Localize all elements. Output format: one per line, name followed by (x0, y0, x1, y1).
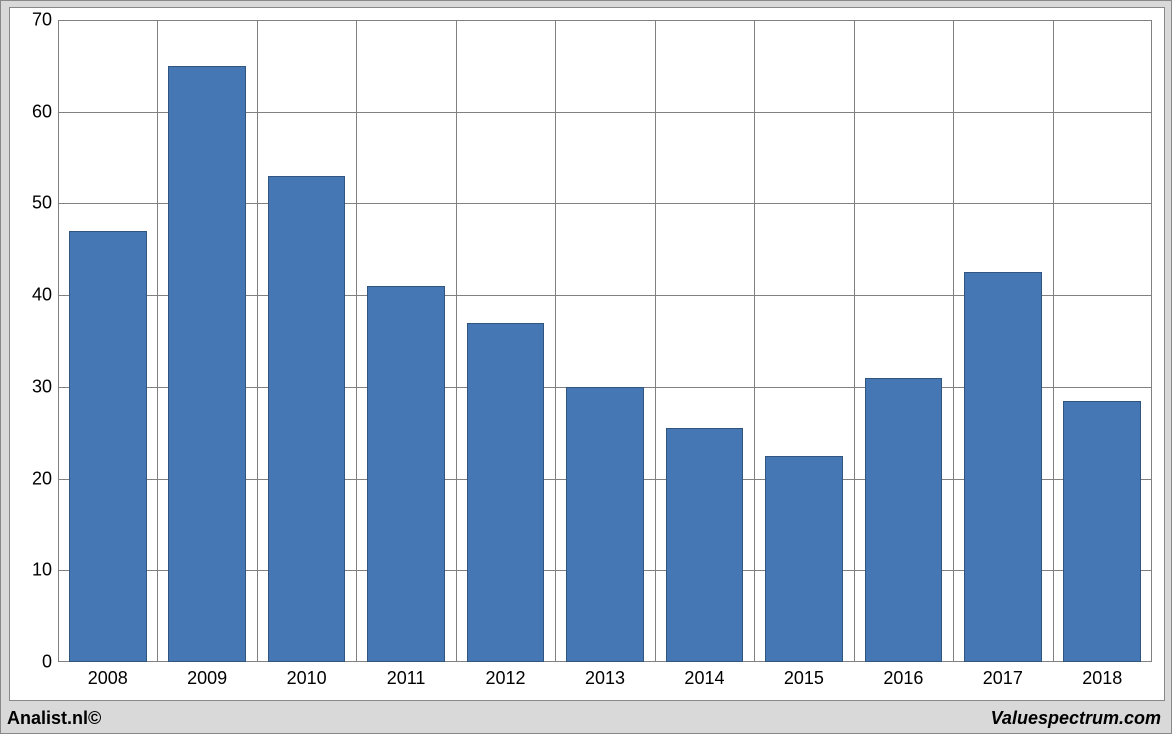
bar (865, 378, 943, 662)
ytick-label: 20 (32, 468, 52, 489)
footer-right: Valuespectrum.com (991, 708, 1161, 729)
xtick-label: 2012 (486, 668, 526, 689)
ytick-label: 30 (32, 376, 52, 397)
ytick-label: 50 (32, 193, 52, 214)
gridline-v (356, 20, 357, 662)
xtick-label: 2018 (1082, 668, 1122, 689)
xtick-label: 2013 (585, 668, 625, 689)
bar (69, 231, 147, 662)
gridline-v (854, 20, 855, 662)
gridline-v (157, 20, 158, 662)
ytick-label: 60 (32, 101, 52, 122)
bar (566, 387, 644, 662)
gridline-v (655, 20, 656, 662)
gridline-v (754, 20, 755, 662)
bar (367, 286, 445, 662)
footer-left: Analist.nl© (7, 708, 101, 729)
bar (666, 428, 744, 662)
chart-box: 0 10 20 30 40 50 60 70 2008 2009 2010 2011 2012 2013 2… (9, 7, 1165, 701)
gridline-v (257, 20, 258, 662)
gridline-v (1053, 20, 1054, 662)
xtick-label: 2016 (883, 668, 923, 689)
xtick-label: 2017 (983, 668, 1023, 689)
xtick-label: 2011 (387, 668, 426, 689)
xtick-label: 2014 (684, 668, 724, 689)
ytick-label: 0 (42, 652, 52, 673)
xtick-label: 2015 (784, 668, 824, 689)
chart-container: 0 10 20 30 40 50 60 70 2008 2009 2010 2011 2012 2013 2… (0, 0, 1172, 734)
bar (467, 323, 545, 662)
bar (765, 456, 843, 662)
bar (964, 272, 1042, 662)
xtick-label: 2010 (287, 668, 327, 689)
ytick-label: 70 (32, 10, 52, 31)
xtick-label: 2009 (187, 668, 227, 689)
ytick-label: 40 (32, 285, 52, 306)
gridline-v (953, 20, 954, 662)
gridline-v (555, 20, 556, 662)
gridline-v (456, 20, 457, 662)
bar (168, 66, 246, 662)
xtick-label: 2008 (88, 668, 128, 689)
bar (1063, 401, 1141, 662)
ytick-label: 10 (32, 560, 52, 581)
bar (268, 176, 346, 662)
plot-area: 0102030405060702008200920102011201220132… (58, 20, 1152, 662)
